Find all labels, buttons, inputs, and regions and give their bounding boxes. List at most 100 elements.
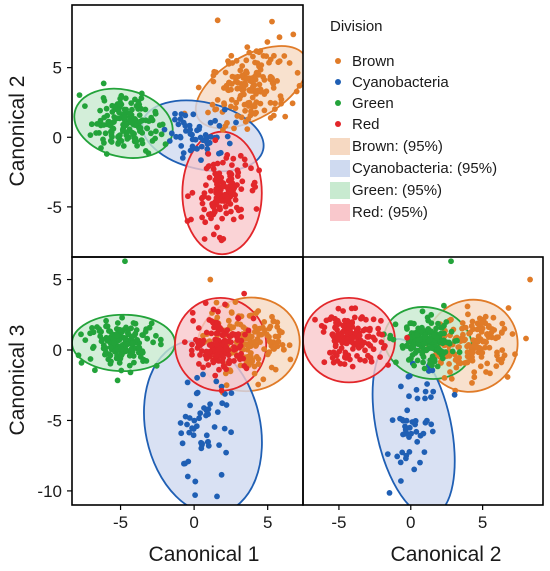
- data-point-brown: [233, 99, 240, 106]
- data-point-green: [108, 139, 115, 145]
- data-point-cyanobacteria: [181, 460, 187, 467]
- data-point-red: [238, 206, 245, 213]
- data-point-cyanobacteria: [213, 378, 220, 385]
- data-point-brown: [267, 99, 274, 106]
- data-point-cyanobacteria: [216, 122, 223, 129]
- data-point-cyanobacteria: [424, 381, 430, 387]
- data-point-brown: [278, 96, 285, 103]
- legend-swatch-red: [330, 204, 350, 221]
- data-point-red: [211, 324, 217, 331]
- data-point-brown: [462, 324, 469, 331]
- data-point-brown: [505, 305, 512, 311]
- data-point-red: [223, 344, 230, 351]
- data-point-red: [216, 366, 222, 373]
- data-point-red: [199, 200, 206, 207]
- data-point-brown: [247, 88, 254, 94]
- data-point-brown: [252, 76, 259, 83]
- data-point-green: [435, 320, 441, 327]
- data-point-brown: [474, 337, 481, 344]
- data-point-brown: [290, 31, 297, 38]
- data-point-cyanobacteria: [193, 423, 200, 430]
- data-point-green: [111, 118, 117, 125]
- data-point-green: [87, 132, 94, 138]
- data-point-cyanobacteria: [187, 126, 193, 133]
- data-point-cyanobacteria: [413, 428, 420, 435]
- data-point-brown: [214, 97, 221, 103]
- data-point-green: [415, 325, 422, 332]
- data-point-red: [242, 331, 248, 338]
- data-point-green: [393, 359, 399, 366]
- data-point-red: [206, 174, 213, 181]
- data-point-cyanobacteria: [184, 379, 191, 386]
- data-point-brown: [479, 349, 486, 356]
- data-point-brown: [225, 87, 232, 94]
- data-point-brown: [232, 78, 239, 85]
- data-point-cyanobacteria: [211, 424, 218, 430]
- data-point-cyanobacteria: [189, 143, 196, 150]
- data-point-red: [234, 334, 241, 340]
- data-point-red: [238, 214, 245, 220]
- legend-label-ellipse-cyanobacteria: Cyanobacteria: (95%): [352, 160, 497, 177]
- data-point-green: [441, 302, 447, 309]
- data-point-brown: [272, 100, 278, 107]
- data-point-brown: [252, 110, 258, 117]
- data-point-green: [117, 95, 124, 102]
- legend-swatch-brown: [330, 138, 350, 155]
- data-point-brown: [207, 276, 214, 283]
- data-point-green: [454, 337, 460, 344]
- data-point-red: [350, 346, 356, 352]
- data-point-red: [378, 339, 385, 346]
- data-point-green: [148, 320, 155, 327]
- data-point-brown: [477, 363, 484, 370]
- y-axis-title-canonical2: Canonical 2: [6, 76, 29, 187]
- data-point-brown: [523, 335, 529, 342]
- data-point-cyanobacteria: [414, 395, 421, 402]
- data-point-cyanobacteria: [184, 421, 190, 428]
- data-point-green: [98, 145, 104, 151]
- data-point-red: [332, 343, 339, 350]
- data-point-brown: [459, 320, 466, 326]
- data-point-brown: [289, 100, 296, 107]
- data-point-cyanobacteria: [233, 119, 239, 126]
- data-point-brown: [270, 318, 277, 324]
- data-point-brown: [210, 72, 217, 79]
- data-point-green: [142, 106, 149, 113]
- data-point-brown: [263, 331, 270, 337]
- data-point-red: [364, 326, 371, 333]
- data-point-red: [222, 191, 229, 198]
- data-point-brown: [453, 364, 460, 371]
- data-point-brown: [223, 382, 230, 389]
- data-point-brown: [224, 120, 230, 126]
- data-point-green: [153, 128, 159, 135]
- data-point-brown: [213, 299, 220, 306]
- data-point-green: [108, 132, 115, 139]
- data-point-cyanobacteria: [216, 150, 222, 157]
- data-point-red: [203, 329, 210, 336]
- data-point-brown: [270, 85, 277, 91]
- data-point-green: [143, 117, 149, 124]
- data-point-green: [100, 345, 107, 352]
- data-point-green: [90, 329, 97, 336]
- data-point-red: [239, 178, 246, 185]
- data-point-brown: [499, 320, 506, 327]
- data-point-brown: [447, 369, 453, 375]
- data-point-red: [220, 236, 227, 242]
- data-point-green: [137, 125, 144, 131]
- data-point-red: [189, 309, 196, 316]
- data-point-green: [156, 122, 163, 129]
- data-point-green: [139, 332, 146, 338]
- data-point-cyanobacteria: [177, 134, 184, 141]
- data-point-green: [421, 365, 428, 372]
- data-point-green: [132, 330, 139, 337]
- data-point-red: [201, 190, 208, 197]
- legend: Division Brown Cyanobacteria Green Red Brown…: [330, 18, 497, 221]
- data-point-green: [118, 346, 125, 352]
- data-point-green: [78, 359, 85, 366]
- data-point-cyanobacteria: [190, 111, 197, 118]
- data-point-cyanobacteria: [224, 133, 231, 140]
- data-point-green: [138, 95, 145, 102]
- data-point-cyanobacteria: [197, 410, 204, 417]
- data-point-brown: [244, 70, 250, 76]
- y-tick-label: -5: [47, 411, 62, 430]
- data-point-brown: [493, 363, 500, 369]
